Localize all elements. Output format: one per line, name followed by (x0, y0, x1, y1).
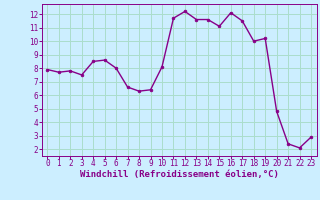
X-axis label: Windchill (Refroidissement éolien,°C): Windchill (Refroidissement éolien,°C) (80, 170, 279, 179)
